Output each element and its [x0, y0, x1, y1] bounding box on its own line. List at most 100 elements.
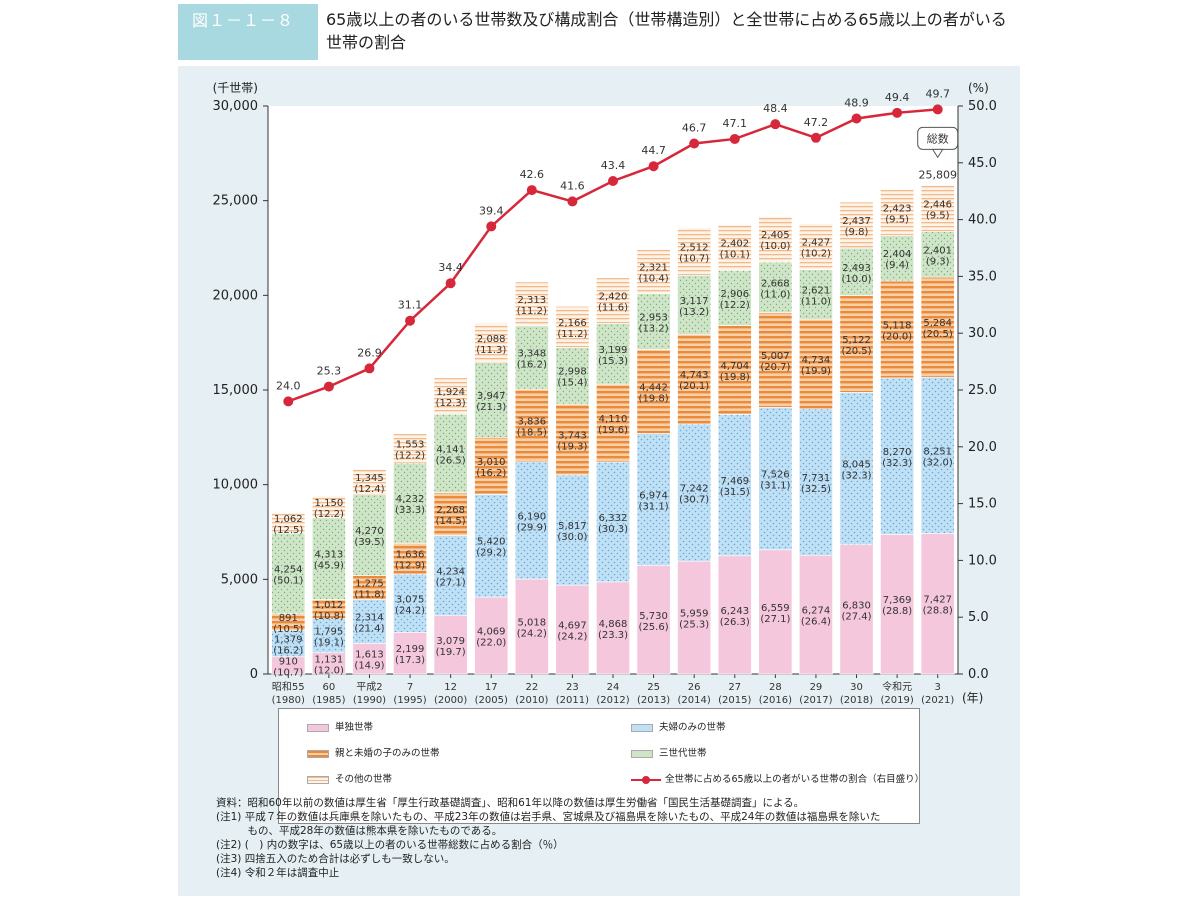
left-axis-tick-label: 15,000 — [213, 383, 259, 398]
segment-share-label: (12.4) — [354, 484, 384, 495]
segment-value-label: 4,868 — [599, 619, 628, 630]
segment-value-label: 7,427 — [923, 595, 952, 606]
segment-share-label: (28.8) — [923, 606, 953, 617]
segment-value-label: 4,270 — [355, 526, 384, 537]
segment-share-label: (30.7) — [679, 495, 709, 506]
segment-value-label: 4,069 — [477, 626, 506, 637]
stacked-bar-line-chart: 30,000 25,000 20,000 15,000 10,000 5,000 0 50.0… — [213, 81, 997, 706]
ratio-point-label: 42.6 — [520, 168, 545, 181]
bar-segment-parent-child — [677, 333, 712, 425]
segment-share-label: (20.5) — [923, 329, 953, 340]
bar-segment-couple — [677, 423, 712, 562]
bar-segment-couple — [555, 474, 590, 586]
segment-share-label: (11.0) — [760, 289, 790, 300]
ratio-point-label: 34.4 — [438, 261, 463, 274]
right-axis-tick-label: 20.0 — [968, 440, 997, 455]
note-line: 資料：昭和60年以前の数値は厚生省「厚生行政基礎調査」、昭和61年以降の数値は厚… — [216, 797, 805, 809]
x-axis-year-label: (2017) — [799, 695, 832, 706]
bar-segment-three-gen — [880, 235, 915, 282]
x-axis-era-label: 30 — [850, 682, 863, 693]
segment-share-label: (9.5) — [885, 215, 909, 226]
bar-segment-parent-child — [758, 312, 793, 408]
segment-share-label: (32.0) — [923, 457, 953, 468]
note-line: (注4) 令和２年は調査中止 — [216, 867, 340, 879]
ratio-point — [729, 133, 740, 144]
bar-segment-single — [474, 596, 509, 675]
segment-value-label: 4,234 — [436, 567, 465, 578]
right-axis-tick-label: 30.0 — [968, 326, 997, 341]
x-axis-year-label: (1985) — [312, 695, 345, 706]
segment-value-label: 2,953 — [639, 312, 668, 323]
segment-share-label: (12.5) — [273, 525, 303, 536]
right-axis-tick-label: 50.0 — [968, 99, 997, 114]
segment-share-label: (9.5) — [926, 211, 950, 222]
bar-segment-other — [798, 223, 833, 270]
bar-segment-other — [514, 281, 549, 327]
segment-share-label: (10.5) — [273, 624, 303, 635]
ratio-point — [323, 381, 334, 392]
x-axis-year-label: (2010) — [515, 695, 548, 706]
x-axis-era-label: 60 — [323, 682, 336, 693]
figure-header: 図１－１－８ 65歳以上の者のいる世帯数及び構成割合（世帯構造別）と全世帯に占め… — [178, 4, 1018, 60]
x-axis-year-label: (1995) — [393, 695, 426, 706]
segment-share-label: (25.3) — [679, 620, 709, 631]
left-axis-tick-label: 20,000 — [213, 288, 259, 303]
segment-share-label: (12.9) — [395, 561, 425, 572]
segment-value-label: 2,321 — [639, 262, 668, 273]
segment-value-label: 1,379 — [274, 635, 303, 646]
ratio-point — [770, 119, 781, 130]
legend-item-other: その他の世帯 — [307, 771, 392, 785]
segment-share-label: (28.8) — [882, 606, 912, 617]
x-axis-era-label: 26 — [688, 682, 701, 693]
ratio-point — [567, 196, 578, 207]
segment-value-label: 3,836 — [518, 416, 547, 427]
segment-value-label: 8,251 — [923, 446, 952, 457]
chart-panel: 30,000 25,000 20,000 15,000 10,000 5,000 0 50.0… — [178, 66, 1020, 896]
bar-segment-other — [920, 185, 955, 232]
x-axis-era-label: 28 — [769, 682, 782, 693]
segment-share-label: (11.2) — [557, 329, 587, 340]
ratio-point — [810, 132, 821, 143]
legend-item-ratio-line: 全世帯に占める65歳以上の者がいる世帯の割合（右目盛り） — [631, 771, 924, 785]
bar-segment-single — [798, 554, 833, 675]
bar-segment-couple — [839, 392, 874, 545]
bar-segment-parent-child — [839, 295, 874, 393]
bar-segment-parent-child — [474, 437, 509, 495]
figure-title: 65歳以上の者のいる世帯数及び構成割合（世帯構造別）と全世帯に占める65歳以上の… — [326, 10, 1007, 52]
segment-value-label: 6,974 — [639, 490, 668, 501]
bar-segment-other — [433, 377, 468, 415]
x-axis-year-label: (2013) — [637, 695, 670, 706]
note-line: (注2) ( ) 内の数字は、65歳以上の者のいる世帯総数に占める割合（％） — [216, 839, 564, 851]
legend-item-three-gen: 三世代世帯 — [631, 745, 707, 759]
segment-value-label: 2,405 — [761, 230, 790, 241]
legend-item-single: 単独世帯 — [307, 719, 373, 733]
x-axis-era-label: 17 — [485, 682, 498, 693]
bar-segment-other — [677, 227, 712, 276]
segment-value-label: 5,959 — [680, 609, 709, 620]
segment-value-label: 2,402 — [720, 239, 749, 250]
ratio-point-label: 31.1 — [398, 299, 423, 312]
bar-segment-three-gen — [271, 532, 306, 615]
bar-segment-parent-child — [636, 349, 671, 434]
x-axis-year-label: (1980) — [272, 695, 305, 706]
ratio-point — [689, 138, 700, 149]
bar-segment-three-gen — [433, 413, 468, 493]
bar-segment-single — [393, 632, 428, 675]
bar-segment-three-gen — [596, 323, 630, 385]
segment-value-label: 6,332 — [599, 513, 628, 524]
left-axis-tick-label: 30,000 — [213, 99, 259, 114]
segment-share-label: (16.2) — [517, 359, 547, 370]
segment-value-label: 5,817 — [558, 521, 587, 532]
legend-swatch-couple — [631, 723, 653, 732]
ratio-point-label: 49.7 — [925, 87, 950, 100]
bar-segment-couple — [433, 535, 468, 617]
bar-segment-single — [596, 581, 630, 675]
segment-value-label: 2,668 — [761, 278, 790, 289]
segment-share-label: (9.3) — [926, 256, 950, 267]
ratio-point — [526, 185, 537, 196]
segment-share-label: (20.5) — [841, 346, 871, 357]
bar-segment-three-gen — [636, 293, 671, 350]
segment-value-label: 2,088 — [477, 334, 506, 345]
ratio-point — [486, 221, 497, 232]
segment-share-label: (32.3) — [882, 458, 912, 469]
